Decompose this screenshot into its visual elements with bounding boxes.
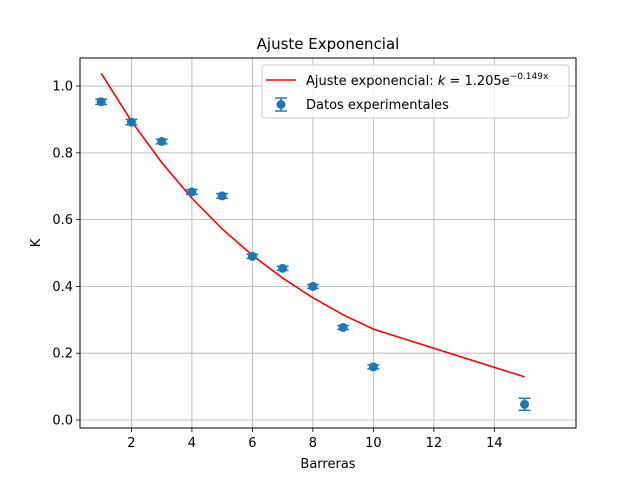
y-tick-label: 0.6 bbox=[52, 213, 73, 228]
x-axis-ticks: 2 4 6 8 10 12 14 bbox=[127, 428, 503, 451]
data-point bbox=[338, 322, 348, 332]
grid bbox=[80, 58, 576, 428]
legend-fit-eq: = 1.205e bbox=[445, 74, 509, 89]
x-tick-label: 14 bbox=[486, 436, 503, 451]
x-axis-label: Barreras bbox=[300, 457, 355, 472]
y-tick-label: 0.4 bbox=[52, 280, 73, 295]
legend: Ajuste exponencial: k = 1.205e−0.149x Da… bbox=[261, 64, 570, 119]
x-tick-label: 6 bbox=[248, 436, 256, 451]
data-point bbox=[217, 191, 227, 201]
data-point bbox=[126, 117, 136, 127]
data-point bbox=[96, 97, 106, 107]
chart-title: Ajuste Exponencial bbox=[257, 35, 400, 53]
legend-data-swatch bbox=[275, 97, 287, 112]
data-point bbox=[157, 136, 167, 146]
x-tick-label: 8 bbox=[309, 436, 317, 451]
data-point bbox=[247, 251, 257, 261]
legend-fit-prefix: Ajuste exponencial: bbox=[306, 74, 438, 89]
legend-fit-var: k bbox=[438, 74, 446, 89]
legend-data-label: Datos experimentales bbox=[306, 98, 449, 113]
y-tick-label: 0.8 bbox=[52, 146, 73, 161]
legend-box bbox=[261, 64, 570, 119]
y-axis-ticks: 0.0 0.2 0.4 0.6 0.8 1.0 bbox=[52, 80, 80, 428]
data-point bbox=[308, 281, 318, 291]
legend-fit-label: Ajuste exponencial: k = 1.205e−0.149x bbox=[306, 72, 549, 89]
points-layer bbox=[95, 97, 531, 412]
x-tick-label: 12 bbox=[426, 436, 443, 451]
data-point bbox=[368, 362, 378, 372]
y-axis-label: K bbox=[29, 238, 44, 247]
y-tick-label: 1.0 bbox=[52, 80, 73, 95]
x-tick-label: 10 bbox=[365, 436, 382, 451]
data-point bbox=[278, 263, 288, 273]
x-tick-label: 2 bbox=[127, 436, 135, 451]
legend-fit-exp: −0.149x bbox=[510, 72, 549, 82]
plot-frame bbox=[79, 57, 577, 429]
data-point bbox=[520, 399, 530, 409]
y-tick-label: 0.0 bbox=[52, 413, 73, 428]
x-tick-label: 4 bbox=[188, 436, 196, 451]
y-tick-label: 0.2 bbox=[52, 347, 73, 362]
data-point bbox=[187, 187, 197, 197]
